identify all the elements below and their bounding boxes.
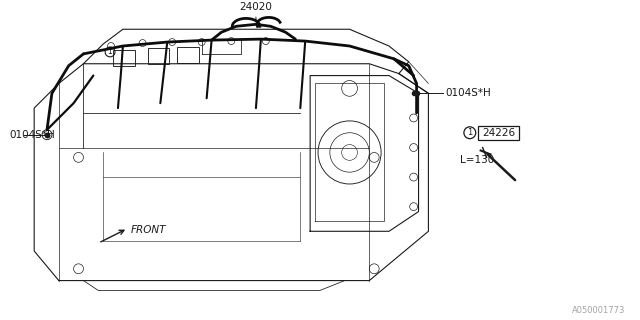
Text: 1: 1 [467, 128, 472, 137]
Text: 0104S*H: 0104S*H [10, 130, 55, 140]
Text: 24226: 24226 [482, 128, 515, 138]
Text: FRONT: FRONT [131, 225, 166, 235]
Text: L=130: L=130 [460, 155, 494, 165]
Text: 0104S*H: 0104S*H [445, 88, 491, 98]
Text: 24020: 24020 [239, 2, 273, 21]
Text: A050001773: A050001773 [572, 306, 625, 315]
Text: 1: 1 [108, 47, 113, 56]
